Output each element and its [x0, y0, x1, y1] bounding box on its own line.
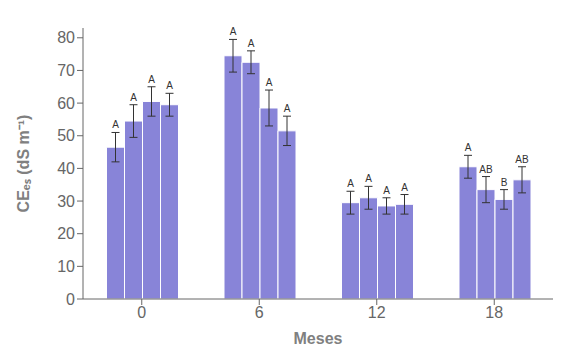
- svg-text:80: 80: [57, 29, 75, 46]
- svg-text:12: 12: [368, 304, 386, 321]
- svg-text:A: A: [365, 173, 372, 184]
- svg-text:A: A: [248, 38, 255, 49]
- svg-text:A: A: [383, 185, 390, 196]
- svg-text:40: 40: [57, 160, 75, 177]
- svg-text:A: A: [401, 182, 408, 193]
- svg-text:A: A: [166, 80, 173, 91]
- svg-text:Meses: Meses: [294, 330, 343, 347]
- svg-text:B: B: [501, 177, 508, 188]
- svg-text:A: A: [266, 77, 273, 88]
- svg-text:A: A: [230, 26, 237, 37]
- svg-text:6: 6: [255, 304, 264, 321]
- svg-text:30: 30: [57, 193, 75, 210]
- svg-text:20: 20: [57, 225, 75, 242]
- svg-text:A: A: [347, 178, 354, 189]
- svg-text:A: A: [112, 119, 119, 130]
- svg-text:A: A: [130, 92, 137, 103]
- svg-text:A: A: [284, 103, 291, 114]
- svg-text:AB: AB: [479, 164, 493, 175]
- svg-text:10: 10: [57, 258, 75, 275]
- svg-text:60: 60: [57, 95, 75, 112]
- svg-text:A: A: [148, 74, 155, 85]
- svg-text:50: 50: [57, 127, 75, 144]
- svg-text:70: 70: [57, 62, 75, 79]
- svg-text:18: 18: [485, 304, 503, 321]
- svg-text:AB: AB: [515, 154, 529, 165]
- svg-text:0: 0: [66, 291, 75, 308]
- svg-text:0: 0: [137, 304, 146, 321]
- svg-text:A: A: [465, 142, 472, 153]
- svg-text:CEₑₛ (dS m⁻¹): CEₑₛ (dS m⁻¹): [15, 115, 32, 213]
